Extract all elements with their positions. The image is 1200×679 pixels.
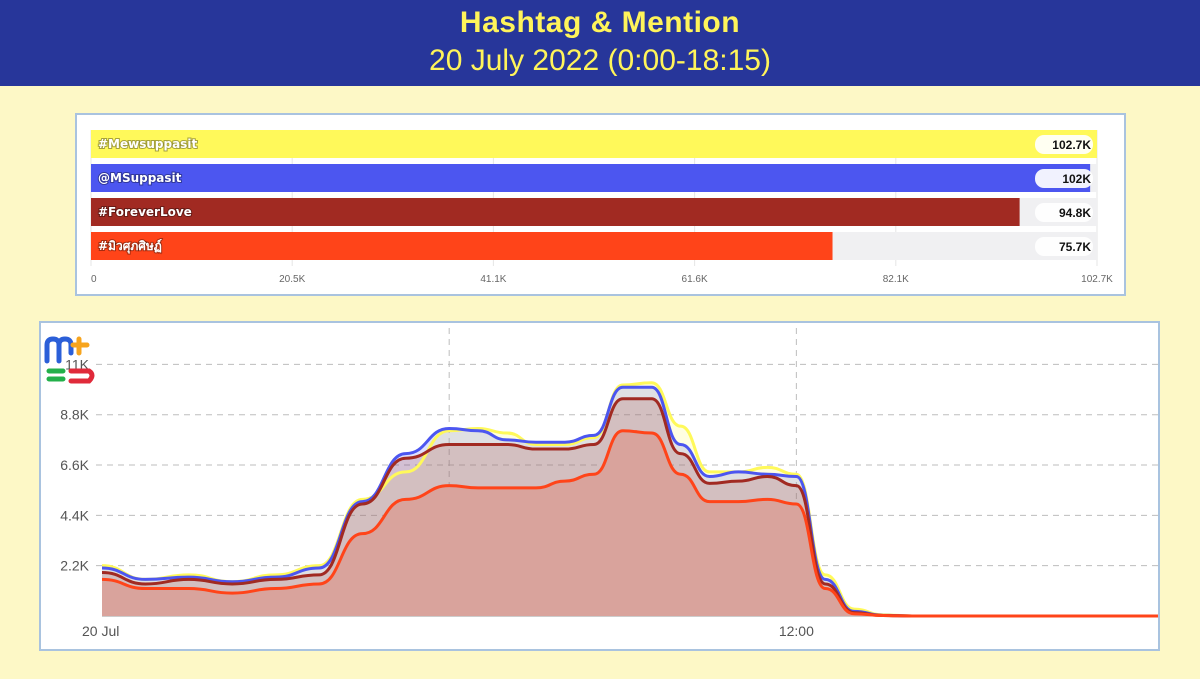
area-y-tick-label: 2.2K (60, 558, 89, 574)
bar-category-label: #มิวศุภศิษฏ์ (98, 239, 162, 254)
bar-x-tick-label: 61.6K (682, 274, 708, 285)
area-y-tick-label: 8.8K (60, 407, 89, 423)
page-subtitle: 20 July 2022 (0:00-18:15) (429, 44, 771, 77)
value-pill (1035, 237, 1093, 256)
area-chart: 2.2K 4.4K 6.6K 8.8K 11K 20 Jul 12:00 (60, 328, 1158, 639)
bar-category-label: #ForeverLove (98, 205, 192, 219)
bar-x-tick-label: 41.1K (480, 274, 506, 285)
series-area (102, 430, 1158, 616)
bar (91, 164, 1091, 192)
value-pill (1035, 203, 1093, 222)
area-y-tick-label: 6.6K (60, 457, 89, 473)
bar-chart: #Mewsuppasit 102.7K @MSuppasit 102K #Forever… (90, 130, 1113, 285)
bar-x-tick-label: 20.5K (279, 274, 305, 285)
bar (91, 198, 1020, 226)
mewtopia-logo-icon (44, 336, 95, 384)
bar-value-label: 102K (1062, 172, 1091, 186)
bar-x-tick-label: 102.7K (1081, 274, 1113, 285)
bar-chart-panel: #Mewsuppasit 102.7K @MSuppasit 102K #Forever… (75, 113, 1126, 296)
bar-x-tick-label: 0 (91, 274, 97, 285)
bar-x-tick-label: 82.1K (883, 274, 909, 285)
series-line (101, 429, 1158, 618)
area-x-tick-label: 12:00 (779, 623, 814, 639)
value-pill (1035, 135, 1093, 154)
bar-value-label: 94.8K (1059, 206, 1091, 220)
area-chart-panel: 2.2K 4.4K 6.6K 8.8K 11K 20 Jul 12:00 (39, 321, 1160, 651)
bar-value-label: 75.7K (1059, 240, 1091, 254)
page-title: Hashtag & Mention (459, 6, 741, 39)
header-banner: Hashtag & Mention 20 July 2022 (0:00-18:… (0, 0, 1200, 86)
area-y-tick-label: 4.4K (60, 507, 89, 523)
bar-category-label: #Mewsuppasit (98, 137, 197, 151)
bar-category-label: @MSuppasit (98, 171, 182, 185)
bar (91, 232, 833, 260)
bar (91, 130, 1097, 158)
area-x-tick-label: 20 Jul (82, 623, 119, 639)
bar-value-label: 102.7K (1052, 138, 1091, 152)
area-y-tick-label: 11K (65, 356, 90, 372)
value-pill (1035, 169, 1093, 188)
